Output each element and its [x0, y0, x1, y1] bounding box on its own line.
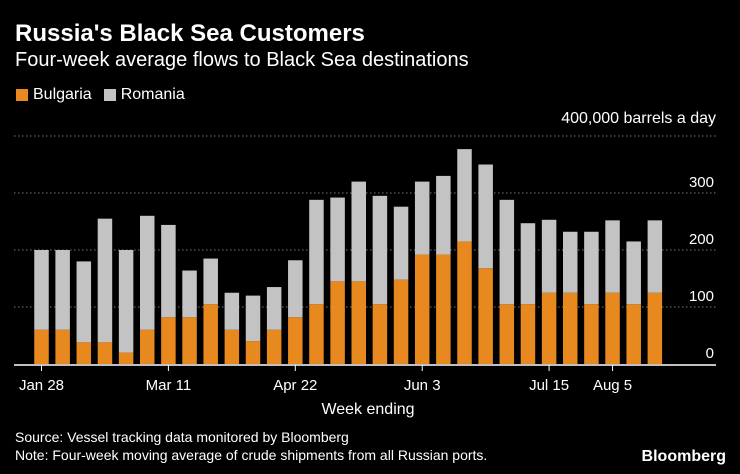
x-tick-label: Jun 3 [404, 377, 441, 394]
legend-swatch-bulgaria [16, 89, 28, 101]
bar-romania [224, 292, 240, 330]
bar-romania [647, 220, 663, 293]
method-note: Note: Four-week moving average of crude … [15, 447, 488, 463]
legend-label-bulgaria: Bulgaria [33, 86, 92, 103]
bar-romania [499, 199, 515, 305]
bar-bulgaria [266, 329, 282, 364]
bar-romania [330, 197, 345, 282]
bar-bulgaria [499, 304, 515, 364]
chart-title: Russia's Black Sea Customers [15, 20, 365, 47]
bar-bulgaria [478, 268, 493, 364]
bar-romania [478, 164, 493, 269]
bar-romania [118, 250, 134, 353]
bar-bulgaria [541, 292, 557, 364]
bar-bulgaria [224, 329, 240, 364]
bar-romania [563, 231, 578, 293]
bar-romania [605, 220, 620, 293]
axis-layer: 0 100 200 300 Jan 28 Mar 11 Apr 22 Jun 3 Jul 15 A… [14, 174, 716, 394]
bar-bulgaria [288, 317, 303, 364]
bar-romania [372, 195, 388, 305]
bar-bulgaria [647, 292, 663, 364]
bar-layer [34, 149, 663, 364]
bar-bulgaria [584, 304, 599, 364]
bar-romania [351, 181, 366, 282]
bar-romania [457, 149, 472, 242]
bar-romania [266, 287, 282, 330]
bar-romania [55, 250, 70, 330]
y-axis-units-label: 400,000 barrels a day [561, 110, 716, 127]
bar-romania [203, 258, 218, 305]
bar-bulgaria [330, 281, 345, 364]
bar-romania [182, 270, 197, 318]
bar-bulgaria [161, 317, 176, 364]
bar-bulgaria [626, 304, 641, 364]
bar-romania [140, 215, 155, 330]
bar-romania [541, 219, 557, 293]
y-tick-label: 0 [706, 345, 714, 362]
legend-label-romania: Romania [120, 86, 185, 103]
bar-bulgaria [76, 342, 92, 364]
legend: Bulgaria Romania [16, 86, 197, 104]
bar-romania [414, 181, 430, 255]
bar-bulgaria [182, 317, 197, 364]
bar-romania [520, 223, 536, 305]
bar-romania [626, 241, 641, 305]
legend-item-romania: Romania [103, 86, 185, 104]
x-tick-label: Apr 22 [273, 377, 317, 394]
bar-bulgaria [393, 279, 409, 364]
chart-subtitle: Four-week average flows to Black Sea des… [15, 49, 469, 71]
bar-romania [309, 199, 324, 305]
x-axis-label: Week ending [321, 401, 414, 418]
bar-bulgaria [309, 304, 324, 364]
bar-bulgaria [414, 254, 430, 364]
y-tick-label: 100 [689, 288, 714, 305]
bar-bulgaria [563, 292, 578, 364]
bar-bulgaria [245, 341, 261, 364]
footnotes: Source: Vessel tracking data monitored b… [15, 428, 487, 464]
bar-romania [161, 224, 176, 318]
bar-romania [34, 250, 49, 330]
bloomberg-logo: Bloomberg [641, 448, 726, 465]
bar-romania [436, 175, 451, 255]
bar-romania [584, 231, 599, 305]
bar-bulgaria [140, 329, 155, 364]
x-tick-label: Jan 28 [19, 377, 64, 394]
bar-bulgaria [203, 304, 218, 364]
bar-bulgaria [97, 342, 113, 364]
bar-bulgaria [351, 281, 366, 364]
legend-swatch-romania [103, 89, 116, 101]
legend-item-bulgaria: Bulgaria [16, 86, 92, 104]
x-tick-label: Jul 15 [529, 377, 569, 394]
bar-bulgaria [605, 292, 620, 364]
bar-bulgaria [457, 241, 472, 364]
bar-romania [245, 295, 261, 342]
x-tick-label: Aug 5 [593, 377, 632, 394]
bar-romania [288, 260, 303, 318]
bar-bulgaria [34, 329, 49, 364]
bar-romania [393, 206, 409, 280]
bar-romania [97, 218, 113, 343]
source-note: Source: Vessel tracking data monitored b… [15, 429, 349, 445]
bar-bulgaria [55, 329, 70, 364]
bar-bulgaria [520, 304, 536, 364]
bar-bulgaria [436, 254, 451, 364]
y-tick-label: 200 [689, 231, 714, 248]
y-tick-label: 300 [689, 174, 714, 191]
bar-bulgaria [372, 304, 388, 364]
bar-romania [76, 261, 92, 343]
x-tick-label: Mar 11 [146, 377, 192, 394]
bar-bulgaria [118, 352, 134, 364]
